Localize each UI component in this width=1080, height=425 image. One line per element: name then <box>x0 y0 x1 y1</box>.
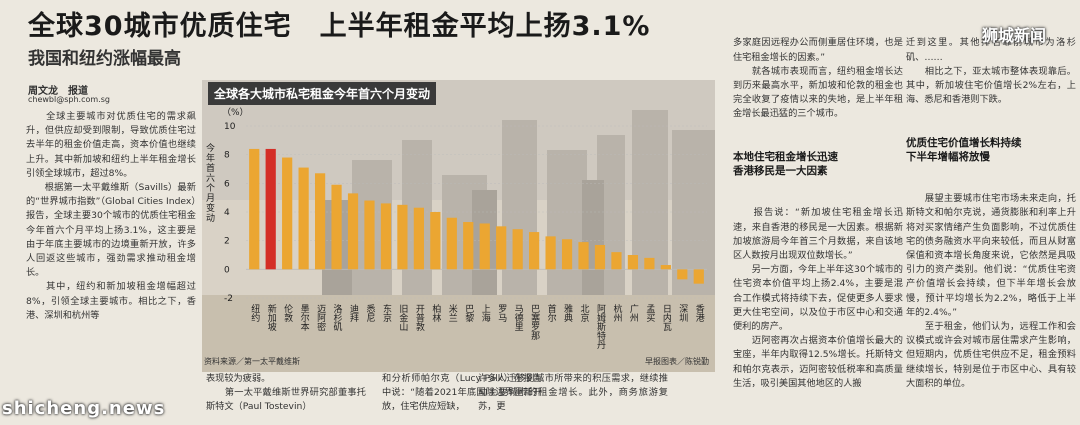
bar-24 <box>644 257 655 270</box>
bar-4 <box>314 173 326 270</box>
bar-17 <box>529 232 540 270</box>
bar-20 <box>578 242 589 270</box>
x-tick-label: 阿姆斯特丹 <box>595 304 606 350</box>
x-tick-label: 新加坡 <box>266 303 277 332</box>
chart-source: 资料来源／第一太平戴维斯 <box>204 357 300 366</box>
x-tick-label: 米兰 <box>447 303 458 322</box>
article-column-2: 表现较为疲弱。 第一太平戴维斯世界研究部董事托斯特文（Paul Tostevin… <box>206 373 366 413</box>
bar-25 <box>660 265 671 270</box>
bar-19 <box>561 239 573 270</box>
article-column-3: 和分析师帕尔克（Lucy Palk）在报告中说：“随着2021年底国际边界重新开… <box>382 373 542 413</box>
bar-27 <box>693 269 704 284</box>
x-tick-label: 旧金山 <box>397 304 408 331</box>
column-5-text-b: 报告说：“新加坡住宅租金增长迅速，来自香港的移民是一大因素。根据新加坡旅游局今年… <box>733 207 903 389</box>
x-tick-label: 柏林 <box>430 303 441 323</box>
y-tick-label: 10 <box>224 122 236 132</box>
bar-8 <box>380 203 392 270</box>
y-tick-label: -2 <box>224 294 233 304</box>
bar-16 <box>512 229 523 270</box>
bar-11 <box>430 212 441 270</box>
y-tick-label: 0 <box>224 265 230 275</box>
bar-18 <box>545 236 556 270</box>
article-column-5: 多家庭因远程办公而侧重居住环境，也是住宅租金增长的因素。” 就各城市表现而言，纽… <box>733 8 903 423</box>
section-heading-value: 优质住宅价值增长料持续 下半年增幅将放慢 <box>906 136 1022 163</box>
x-tick-label: 上海 <box>480 304 491 323</box>
chart-title: 全球各大城市私宅租金今年首六个月变动 <box>208 82 437 105</box>
y-tick-label: 6 <box>224 179 230 189</box>
section-heading-rent: 本地住宅租金增长迅速 香港移民是一大因素 <box>733 151 838 178</box>
x-tick-label: 杭州 <box>611 303 622 322</box>
x-tick-label: 纽约 <box>249 303 260 323</box>
x-tick-label: 广州 <box>628 303 639 322</box>
x-tick-label: 深圳 <box>677 304 688 322</box>
city-skyline-background <box>202 80 715 372</box>
x-tick-label: 开普敦 <box>414 304 425 332</box>
bar-5 <box>331 184 342 270</box>
x-tick-label: 马德里 <box>513 304 524 331</box>
bar-22 <box>611 252 622 270</box>
x-tick-label: 巴黎 <box>463 304 474 322</box>
rent-change-chart: 全球各大城市私宅租金今年首六个月变动 （%） 今年首六个月变动 -2 0 2 4 6 8 1… <box>202 80 715 372</box>
bar-13 <box>463 222 474 270</box>
bar-3 <box>298 167 309 270</box>
byline: 周文龙 报道 <box>28 86 88 97</box>
y-tick-label: 4 <box>224 208 230 218</box>
article-column-1: 全球主要城市对优质住宅的需求飙升，但供应却受到限制，导致优质住宅过去半年的租金价… <box>26 111 196 321</box>
bar-2 <box>282 157 293 270</box>
x-tick-label: 墨尔本 <box>299 304 310 332</box>
chart-unit: （%） <box>222 108 249 118</box>
chart-credit: 早报图表／陈锐勤 <box>645 357 709 366</box>
column-5-text-a: 多家庭因远程办公而侧重居住环境，也是住宅租金增长的因素。” 就各城市表现而言，纽… <box>733 37 903 120</box>
author-email: chewbl@sph.com.sg <box>28 95 110 104</box>
x-tick-label: 东京 <box>381 303 392 323</box>
bar-15 <box>496 226 507 270</box>
bar-plot: -2 0 2 4 6 8 10 纽约 新加坡 伦敦 墨尔本 迈阿密 洛杉矶 迪拜 悉尼 东京 旧金山 开普敦 柏林米… <box>224 122 707 350</box>
x-tick-label: 迪拜 <box>348 303 359 323</box>
x-tick-label: 首尔 <box>546 303 557 322</box>
headline: 全球30城市优质住宅 上半年租金平均上扬3.1% <box>28 11 651 42</box>
x-tick-label: 迈阿密 <box>315 304 326 332</box>
x-tick-label: 罗马 <box>496 304 507 323</box>
x-tick-label: 雅典 <box>562 303 573 323</box>
x-tick-label: 悉尼 <box>364 303 375 323</box>
bar-21 <box>594 244 606 270</box>
x-tick-label: 孟买 <box>644 304 655 323</box>
y-tick-label: 2 <box>224 237 230 247</box>
article-column-4: 许多人迁移到城市所带来的积压需求，继续推动主要城市的租金增长。此外，商务旅游复苏… <box>478 373 668 413</box>
bar-7 <box>364 200 375 270</box>
watermark-url: shicheng.news <box>2 398 166 419</box>
x-tick-label: 香港 <box>694 304 705 322</box>
article-column-6: 迁到这里。其他排名靠前城市为洛杉矶、…… 相比之下，亚太城市整体表现靠后。其中，… <box>906 8 1076 423</box>
y-tick-label: 8 <box>224 151 230 161</box>
bar-9 <box>397 204 408 270</box>
x-tick-label: 巴塞罗那 <box>529 304 540 341</box>
bar-14 <box>479 223 490 270</box>
subhead: 我国和纽约涨幅最高 <box>28 49 181 69</box>
bar-26 <box>677 269 688 280</box>
bar-10 <box>413 207 424 270</box>
bar-0 <box>249 148 260 270</box>
column-6-text-a: 迁到这里。其他排名靠前城市为洛杉矶、…… 相比之下，亚太城市整体表现靠后。其中，… <box>906 37 1076 106</box>
chart-y-axis-label: 今年首六个月变动 <box>206 144 216 224</box>
bar-23 <box>627 255 639 270</box>
column-6-text-b: 展望主要城市住宅市场未来走向，托斯特文和帕尔克说，通货膨胀和利率上升将对买家情绪… <box>906 193 1076 389</box>
x-tick-label: 伦敦 <box>282 303 293 323</box>
x-tick-label: 洛杉矶 <box>332 303 343 332</box>
watermark-logo: 狮城新闻 <box>982 26 1047 45</box>
bar-12 <box>446 217 457 270</box>
bar-6 <box>347 193 359 270</box>
x-tick-label: 日内瓦 <box>661 304 672 332</box>
x-tick-label: 北京 <box>579 304 590 323</box>
bar-1 <box>265 148 276 270</box>
